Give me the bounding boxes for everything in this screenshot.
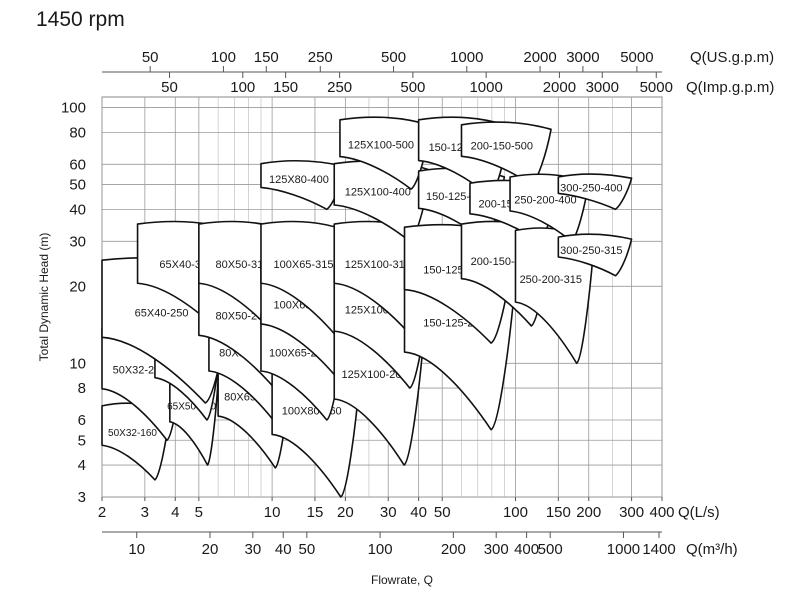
head-tick-label: 8 [78,380,86,397]
m3h-tick-label: 30 [244,541,261,558]
pump-region-label: 50X32-160 [108,428,157,439]
head-tick-label: 3 [78,489,86,506]
pump-region-label: 65X40-250 [135,308,189,320]
us-gpm-tick-label: 50 [142,49,159,66]
pump-region: 300-250-315 [557,233,633,277]
ls-tick-label: 3 [141,504,149,521]
head-tick-label: 50 [69,177,86,194]
head-tick-label: 4 [78,457,86,474]
pump-curve-regions: 50X32-16050X32-20065X50-16065X40-20065X4… [101,116,633,498]
imp-gpm-tick-label: 250 [327,79,352,96]
pump-region-label: 80X50-315 [216,259,270,271]
ls-tick-label: 20 [337,504,354,521]
m3h-tick-label: 40 [275,541,292,558]
ls-tick-label: 30 [380,504,397,521]
head-tick-label: 5 [78,432,86,449]
ls-tick-label: 10 [264,504,281,521]
pump-region-label: 125X100-400 [345,186,411,198]
imp-gpm-tick-label: 50 [161,79,178,96]
head-tick-label: 60 [69,156,86,173]
imp-gpm-tick-label: 150 [273,79,298,96]
axis-labels: 50 100 150 250 500 1000 2000 3000 5000 Q(US.g.p.m… [37,49,774,587]
ls-tick-label: 400 [649,504,674,521]
m3h-tick-label: 10 [128,541,145,558]
ls-tick-label: 100 [503,504,528,521]
head-tick-label: 100 [61,100,86,117]
us-gpm-tick-label: 5000 [620,49,653,66]
chart-title: 1450 rpm [36,8,125,31]
pump-region-label: 200-150-500 [471,141,533,153]
m3h-tick-label: 20 [202,541,219,558]
m3h-tick-label: 500 [538,541,563,558]
pump-region-label: 250-200-315 [520,274,582,286]
ls-tick-label: 150 [546,504,571,521]
imp-gpm-tick-label: 1000 [469,79,502,96]
m3h-tick-label: 300 [484,541,509,558]
pump-region-outline [557,233,633,277]
pump-region-label: 300-250-400 [560,182,622,194]
head-tick-label: 10 [69,355,86,372]
m3h-axis-label: Q(m³/h) [686,541,738,558]
pump-region-label: 125X80-400 [269,174,329,186]
ls-tick-label: 200 [576,504,601,521]
imp-gpm-tick-label: 3000 [586,79,619,96]
ls-tick-label: 50 [434,504,451,521]
imp-gpm-tick-label: 500 [400,79,425,96]
head-tick-label: 30 [69,233,86,250]
ls-tick-label: 300 [619,504,644,521]
ls-tick-label: 15 [307,504,324,521]
us-gpm-tick-label: 3000 [566,49,599,66]
imp-gpm-tick-label: 5000 [640,79,673,96]
pump-region-outline [460,121,552,186]
pump-region-label: 300-250-315 [560,245,622,257]
m3h-tick-label: 1000 [607,541,640,558]
imp-gpm-tick-label: 2000 [543,79,576,96]
pump-region: 200-150-500 [460,121,552,186]
pump-region: 125X80-400 [260,160,347,211]
pump-region-label: 125X100-500 [348,139,414,151]
head-tick-label: 6 [78,412,86,429]
m3h-tick-label: 1400 [642,541,675,558]
ls-axis-label: Q(L/s) [678,504,720,521]
axes [101,66,663,538]
pump-region-label: 100X65-315 [274,259,334,271]
pump-region: 300-250-400 [557,173,633,211]
us-gpm-tick-label: 500 [381,49,406,66]
us-gpm-tick-label: 150 [254,49,279,66]
imp-gpm-tick-label: 100 [230,79,255,96]
us-gpm-axis-label: Q(US.g.p.m) [690,49,774,66]
ls-tick-label: 40 [410,504,427,521]
pump-region-label: 65X50-160 [167,401,216,412]
ls-tick-label: 5 [195,504,203,521]
m3h-tick-label: 50 [298,541,315,558]
head-tick-label: 80 [69,124,86,141]
ls-tick-label: 2 [98,504,106,521]
pump-region-label: 125X100-200 [342,369,408,381]
pump-region: 125X100-500 [339,116,432,190]
x-axis-title: Flowrate, Q [371,573,433,587]
m3h-tick-label: 400 [514,541,539,558]
pump-region-label: 50X32-200 [113,364,167,376]
pump-region: 250-200-315 [514,227,595,365]
us-gpm-tick-label: 100 [211,49,236,66]
ls-tick-label: 4 [171,504,179,521]
head-tick-label: 40 [69,201,86,218]
y-axis-title: Total Dynamic Head (m) [37,233,51,362]
pump-region-label: 125X100-315 [345,259,411,271]
pump-region-outline [557,173,633,211]
us-gpm-tick-label: 250 [308,49,333,66]
imp-gpm-axis-label: Q(Imp.g.p.m) [686,79,774,96]
m3h-tick-label: 100 [368,541,393,558]
us-gpm-tick-label: 2000 [523,49,556,66]
m3h-tick-label: 200 [441,541,466,558]
us-gpm-tick-label: 1000 [450,49,483,66]
head-tick-label: 20 [69,278,86,295]
pump-region-label: 250-200-400 [514,195,576,207]
pump-region-outline [339,116,432,190]
